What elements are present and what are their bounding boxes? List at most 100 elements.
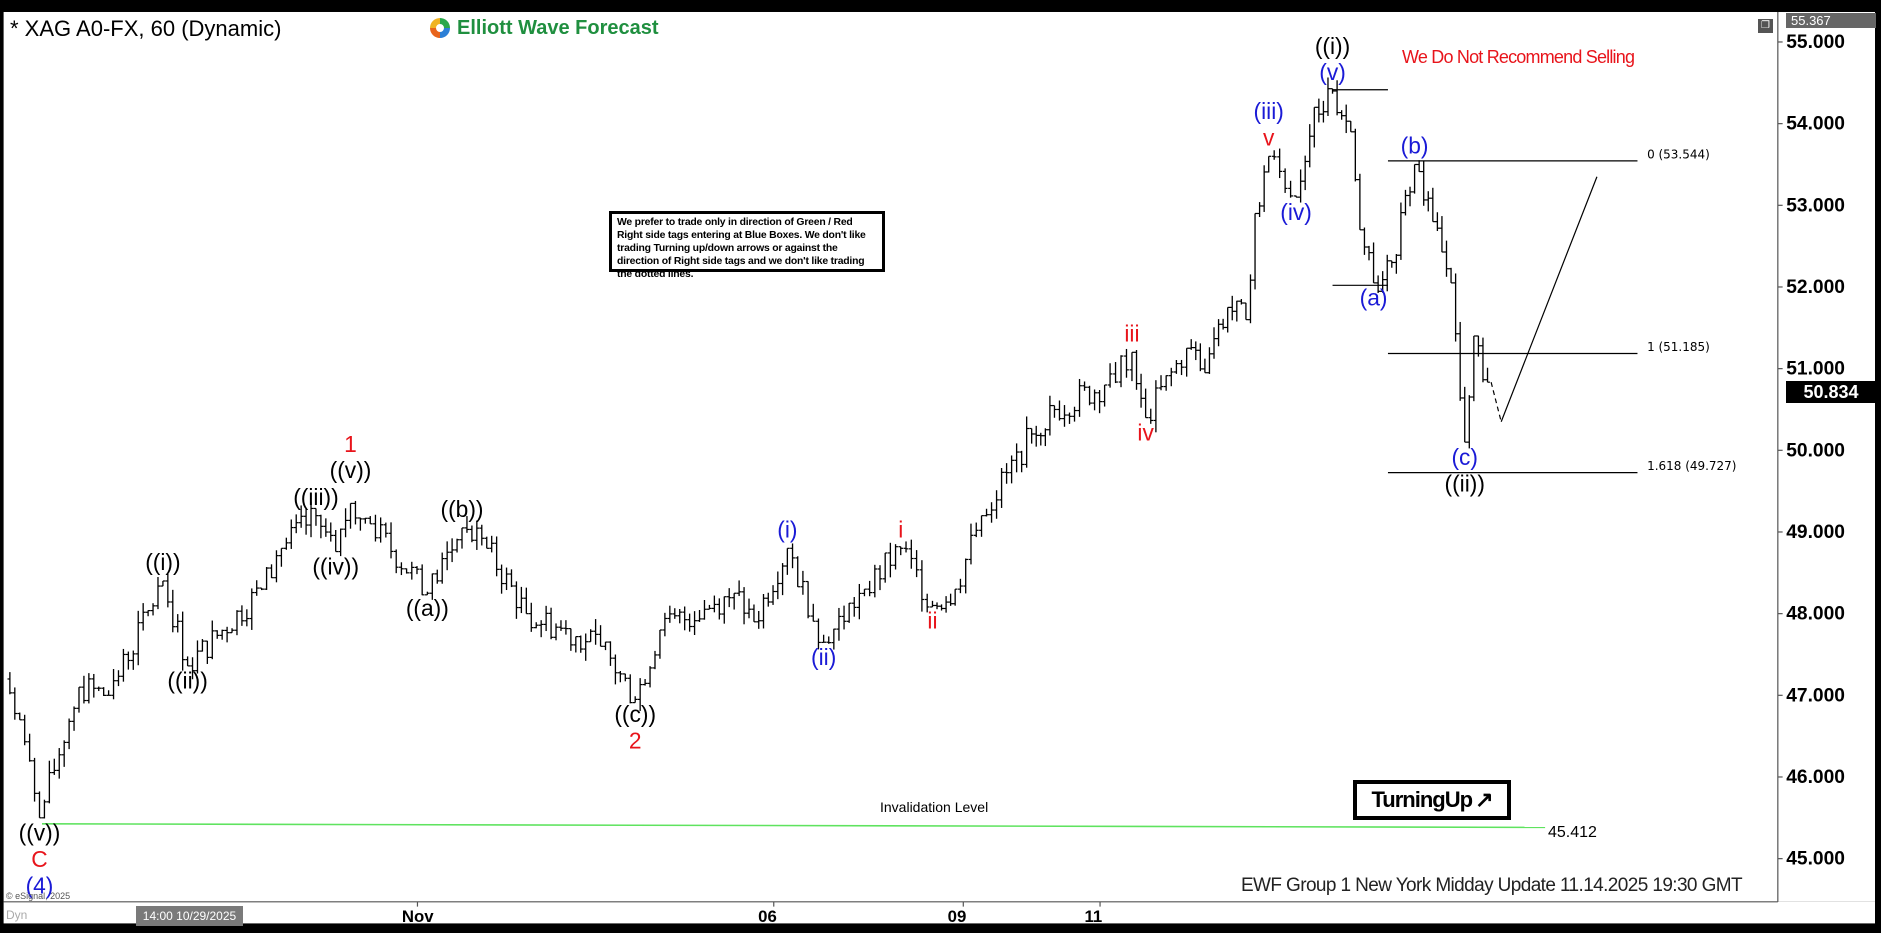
price-bar bbox=[378, 517, 384, 543]
price-bar bbox=[469, 525, 475, 543]
price-bar bbox=[558, 620, 564, 631]
price-bar bbox=[1357, 173, 1363, 231]
price-bar bbox=[279, 547, 284, 567]
current-price-tag: 50.834 bbox=[1786, 381, 1876, 403]
price-bar bbox=[746, 598, 752, 619]
price-bar bbox=[603, 641, 608, 651]
price-bar bbox=[613, 654, 618, 685]
chart-title: * XAG A0-FX, 60 (Dynamic) bbox=[10, 16, 282, 41]
price-bar bbox=[726, 588, 732, 608]
price-bar bbox=[1439, 216, 1445, 253]
restore-window-icon[interactable]: ❐ bbox=[1758, 19, 1773, 33]
price-bar bbox=[388, 522, 394, 559]
price-bar bbox=[692, 611, 697, 635]
price-bar bbox=[1293, 195, 1299, 198]
price-bar bbox=[12, 687, 18, 720]
price-bar bbox=[1179, 359, 1184, 376]
price-bar bbox=[1124, 348, 1129, 378]
price-bar bbox=[578, 635, 584, 653]
price-bar bbox=[383, 522, 389, 538]
price-bar bbox=[826, 636, 832, 644]
price-bar bbox=[32, 757, 37, 802]
price-bar bbox=[1362, 227, 1367, 255]
price-bar bbox=[343, 508, 348, 538]
price-bar bbox=[1134, 350, 1139, 390]
price-bar bbox=[856, 583, 862, 620]
price-bar bbox=[1421, 160, 1427, 206]
price-bar bbox=[318, 514, 324, 539]
invalidation-value: 45.412 bbox=[1548, 824, 1597, 841]
price-bar bbox=[1158, 375, 1164, 391]
price-bar bbox=[780, 563, 785, 596]
price-bar bbox=[353, 500, 358, 525]
price-bar bbox=[86, 673, 92, 704]
price-tick-label: 49.000 bbox=[1786, 522, 1845, 543]
fib-level-label: 1.618 (49.727) bbox=[1647, 459, 1736, 473]
time-axis[interactable]: Nov 06 09 11 bbox=[402, 901, 1102, 926]
price-bar bbox=[180, 611, 186, 671]
price-bar bbox=[784, 547, 790, 575]
price-bar bbox=[224, 626, 230, 643]
price-bar bbox=[1393, 253, 1399, 274]
price-bar bbox=[1321, 100, 1326, 123]
price-bar bbox=[81, 675, 87, 704]
price-bar bbox=[583, 633, 589, 661]
price-bar bbox=[958, 578, 963, 594]
price-bar bbox=[677, 609, 683, 624]
price-axis[interactable]: 55.000 54.000 53.000 52.000 51.000 50.000 49.0… bbox=[1777, 32, 1845, 870]
price-bar bbox=[293, 514, 299, 534]
wave-label: (iv) bbox=[1280, 199, 1312, 225]
price-bar bbox=[1216, 319, 1221, 347]
price-bar bbox=[1485, 367, 1490, 383]
price-bar bbox=[313, 507, 319, 526]
price-bar bbox=[160, 580, 166, 587]
price-bar bbox=[1202, 358, 1208, 374]
price-bar bbox=[543, 605, 549, 632]
price-bar bbox=[288, 519, 294, 549]
price-bar bbox=[1238, 299, 1244, 305]
price-bar bbox=[1113, 362, 1118, 384]
price-bar bbox=[249, 588, 255, 630]
price-bar bbox=[1302, 155, 1308, 191]
price-bar bbox=[145, 610, 151, 617]
price-bar bbox=[1042, 428, 1048, 447]
brand-logo: Elliott Wave Forecast bbox=[428, 16, 659, 40]
price-bar bbox=[1168, 367, 1174, 387]
annotation-lines: 0 (53.544) 1 (51.185) 1.618 (49.727) bbox=[41, 89, 1736, 829]
price-bar bbox=[1271, 150, 1277, 160]
price-bar bbox=[264, 567, 269, 590]
logo-text: Elliott Wave Forecast bbox=[457, 16, 659, 39]
price-bar bbox=[1072, 406, 1077, 422]
price-bar bbox=[17, 712, 23, 721]
wave-label: ((b)) bbox=[440, 496, 483, 522]
fib-level-label: 0 (53.544) bbox=[1647, 147, 1710, 161]
dyn-label[interactable]: Dyn bbox=[6, 908, 28, 922]
wave-label: iv bbox=[1137, 419, 1154, 445]
price-bar bbox=[1311, 106, 1317, 148]
price-bar bbox=[1412, 163, 1417, 194]
price-bar bbox=[790, 543, 795, 569]
price-bar bbox=[627, 674, 633, 704]
wave-label: i bbox=[898, 517, 903, 543]
price-bar bbox=[229, 628, 235, 634]
price-bar bbox=[893, 544, 898, 570]
price-bar bbox=[1407, 186, 1413, 207]
wave-label: ((i)) bbox=[1315, 33, 1350, 59]
price-bar bbox=[22, 714, 28, 746]
price-bar bbox=[1416, 160, 1422, 173]
price-bar bbox=[721, 596, 727, 624]
wave-labels: ((v))C(4)((i))((ii))((iii))((iv))((v))1(… bbox=[19, 33, 1485, 899]
price-bar bbox=[504, 567, 509, 591]
price-bar bbox=[357, 517, 363, 531]
price-bar bbox=[518, 586, 524, 614]
price-bar bbox=[27, 733, 33, 762]
price-bar bbox=[1184, 347, 1190, 377]
price-bar bbox=[761, 594, 766, 629]
price-bar bbox=[841, 605, 847, 630]
time-axis-panel[interactable] bbox=[3, 901, 1876, 924]
price-bar bbox=[409, 561, 415, 580]
price-bar bbox=[155, 577, 161, 610]
price-bar bbox=[190, 657, 195, 680]
price-bar bbox=[7, 672, 13, 695]
